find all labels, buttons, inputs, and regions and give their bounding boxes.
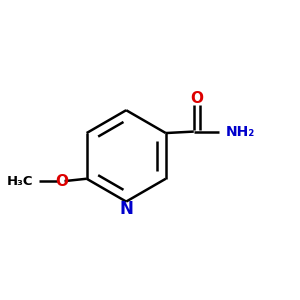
Text: O: O — [55, 174, 68, 189]
Text: H₃C: H₃C — [7, 175, 34, 188]
Text: O: O — [190, 91, 203, 106]
Text: NH₂: NH₂ — [226, 124, 255, 139]
Text: N: N — [119, 200, 133, 218]
